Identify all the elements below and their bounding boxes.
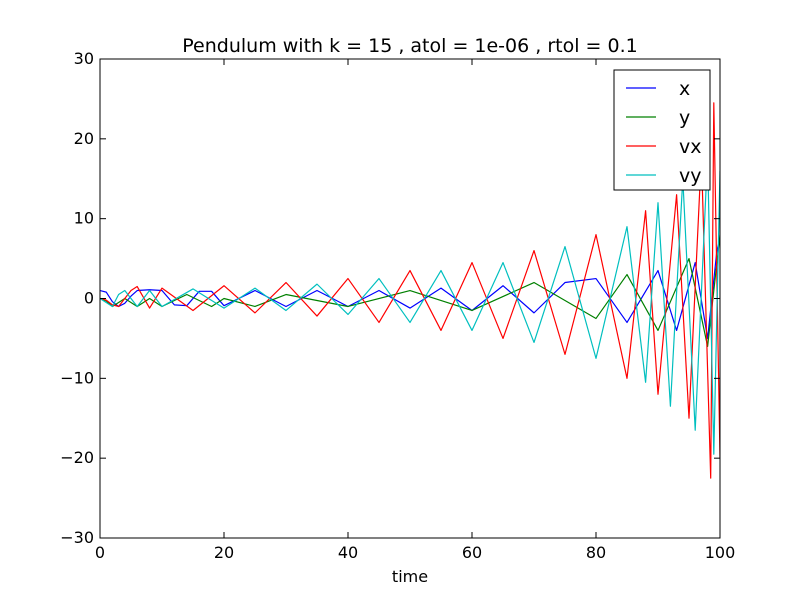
x-tick-label: 0 (95, 543, 105, 562)
series-line-vx (100, 102, 720, 479)
x-tick-label: 40 (338, 543, 358, 562)
y-tick-label: −10 (60, 368, 94, 387)
series-line-x (100, 238, 720, 340)
chart-title: Pendulum with k = 15 , atol = 1e-06 , rt… (182, 35, 637, 57)
y-tick-label: 30 (74, 49, 94, 68)
x-tick-label: 100 (705, 543, 736, 562)
series-layer (100, 102, 720, 479)
y-tick-label: −20 (60, 448, 94, 467)
series-line-vy (100, 154, 720, 455)
series-line-y (100, 234, 720, 347)
x-tick-label: 60 (462, 543, 482, 562)
legend-label-x: x (679, 78, 690, 100)
legend-label-y: y (679, 107, 690, 129)
y-tick-label: 10 (74, 209, 94, 228)
y-tick-label: 0 (84, 289, 94, 308)
y-tick-label: −30 (60, 528, 94, 547)
y-tick-label: 20 (74, 129, 94, 148)
legend: xy vx vy (613, 69, 711, 191)
x-axis-label: time (392, 567, 428, 586)
x-tick-label: 80 (586, 543, 606, 562)
legend-label-vx: vx (679, 136, 702, 158)
x-tick-label: 20 (214, 543, 234, 562)
legend-box (613, 69, 711, 191)
ticks-layer: 0 20 40 60 80 100 −30 −20 −10 0 10 20 30 (60, 49, 735, 562)
legend-label-vy: vy (679, 165, 702, 187)
